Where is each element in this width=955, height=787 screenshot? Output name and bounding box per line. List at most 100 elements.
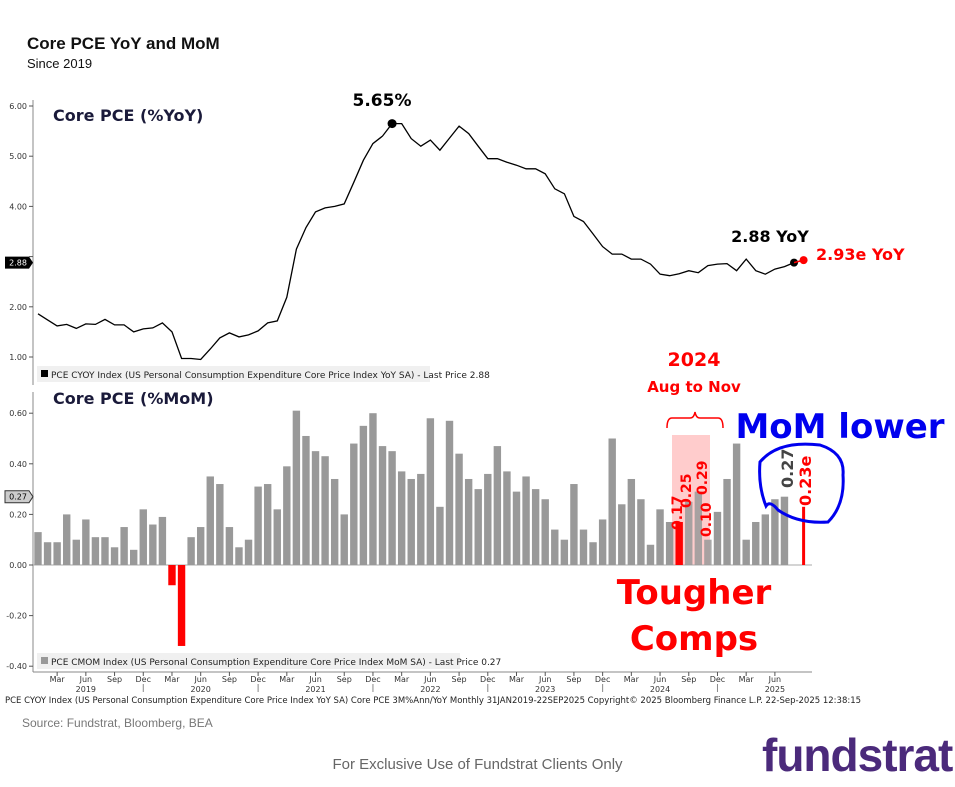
x-tick-label: Jun <box>308 675 322 684</box>
last-price-tag-mom-label: 0.27 <box>9 493 27 502</box>
mom-bar <box>723 478 731 565</box>
y-tick-label: 1.00 <box>9 353 27 362</box>
mom-bar <box>340 514 348 565</box>
annotation-2024: 2024 <box>668 349 721 371</box>
mom-bar <box>63 514 71 565</box>
last-yoy-label: 2.88 YoY <box>731 227 809 246</box>
mom-bar <box>225 527 234 565</box>
mom-bar <box>752 521 760 565</box>
mom-bar <box>273 509 281 565</box>
mom-bar <box>522 476 530 565</box>
value-label-last: 0.27 <box>778 449 797 488</box>
x-tick-label: Sep <box>452 675 467 684</box>
page-title: Core PCE YoY and MoM <box>27 34 220 53</box>
y-tick-label: 5.00 <box>9 152 27 161</box>
mom-bar <box>263 484 272 565</box>
mom-bar <box>685 501 693 565</box>
mom-bar <box>436 506 444 565</box>
x-tick-label: Sep <box>681 675 696 684</box>
peak-point <box>387 119 397 129</box>
mom-bar <box>321 456 329 565</box>
annotation-mom-lower: MoM lower <box>735 407 944 447</box>
blue-circle-annotation <box>758 442 845 524</box>
x-tick-label: Dec <box>136 675 151 684</box>
page-subtitle: Since 2019 <box>27 56 93 71</box>
mom-bar <box>570 484 578 565</box>
mom-panel-title: Core PCE (%MoM) <box>53 389 214 408</box>
mom-bar <box>130 549 138 565</box>
y-tick-label: 2.00 <box>9 303 27 312</box>
mom-bar <box>187 537 195 565</box>
mom-bar <box>761 514 770 565</box>
mom-bar <box>646 544 655 565</box>
mom-bar <box>235 547 243 565</box>
x-year-label: 2022 <box>420 685 440 694</box>
annotation-aug-to-nov: Aug to Nov <box>647 378 741 396</box>
mom-bar <box>560 539 569 565</box>
y-tick-label: -0.40 <box>6 662 27 671</box>
x-tick-label: Jun <box>79 675 93 684</box>
mom-bar <box>694 491 703 565</box>
mom-bar <box>196 527 205 565</box>
peak-label: 5.65% <box>353 91 412 111</box>
mom-bar <box>311 451 320 565</box>
mom-bar <box>397 471 406 565</box>
mom-bar <box>388 451 396 565</box>
x-tick-label: Mar <box>164 675 180 684</box>
y-tick-label: 0.60 <box>9 409 27 418</box>
x-tick-label: Sep <box>222 675 237 684</box>
legend-swatch-yoy <box>41 370 48 377</box>
value-label-aug: 0.17 <box>670 495 686 530</box>
last-price-tag-yoy-label: 2.88 <box>9 259 27 268</box>
x-tick-label: Jun <box>193 675 207 684</box>
mom-bar <box>551 529 559 565</box>
x-tick-label: Mar <box>50 675 66 684</box>
x-tick-label: Dec <box>595 675 610 684</box>
mom-bar <box>359 425 368 565</box>
last-price-tag-mom <box>4 490 34 504</box>
x-year-label: 2019 <box>76 685 96 694</box>
mom-bar <box>149 524 157 565</box>
mom-bar <box>82 519 90 565</box>
pce-chart: 1.00 2.00 4.00 5.00 6.00 -0.40 -0.20 0.00 0.20 0.… <box>4 91 945 706</box>
yoy-panel-title: Core PCE (%YoY) <box>53 106 203 125</box>
mom-bar <box>378 446 387 565</box>
mom-bar <box>158 516 167 565</box>
mom-bar <box>53 542 61 565</box>
x-tick-label: Jun <box>423 675 437 684</box>
x-tick-label: Sep <box>337 675 352 684</box>
mom-bar <box>665 521 674 565</box>
mom-bar <box>589 542 597 565</box>
x-tick-label: Sep <box>107 675 122 684</box>
x-tick-label: Dec <box>480 675 495 684</box>
x-tick-label: Jun <box>653 675 667 684</box>
mom-bar <box>713 511 722 565</box>
mom-bar <box>206 476 214 565</box>
mom-bar <box>541 499 549 565</box>
mom-estimate-bar <box>802 506 806 565</box>
mom-bar <box>742 539 750 565</box>
x-year-label: 2023 <box>535 685 555 694</box>
mom-bar <box>34 532 42 565</box>
mom-bar <box>407 478 415 565</box>
y-tick-label: 6.00 <box>9 102 27 111</box>
value-label-nov: 0.10 <box>699 502 715 537</box>
mom-bar <box>732 443 741 565</box>
mom-bar <box>244 539 253 565</box>
y-tick-label: 0.20 <box>9 510 27 519</box>
fundstrat-logo: fundstrat <box>762 729 953 781</box>
mom-bar <box>503 471 511 565</box>
x-tick-label: Dec <box>710 675 725 684</box>
last-price-tag-yoy <box>5 256 33 269</box>
x-tick-label: Mar <box>394 675 410 684</box>
annotation-tougher: Tougher <box>617 573 772 613</box>
legend-yoy: PCE CYOY Index (US Personal Consumption … <box>51 371 490 381</box>
x-tick-label: Mar <box>509 675 525 684</box>
value-label-estimate: 0.23e <box>796 456 815 506</box>
x-tick-label: Dec <box>365 675 380 684</box>
mom-bar <box>464 478 473 565</box>
mom-bar <box>417 473 425 565</box>
mom-bar <box>637 499 645 565</box>
mom-bar <box>110 547 119 565</box>
y-tick-label: 0.00 <box>9 561 27 570</box>
